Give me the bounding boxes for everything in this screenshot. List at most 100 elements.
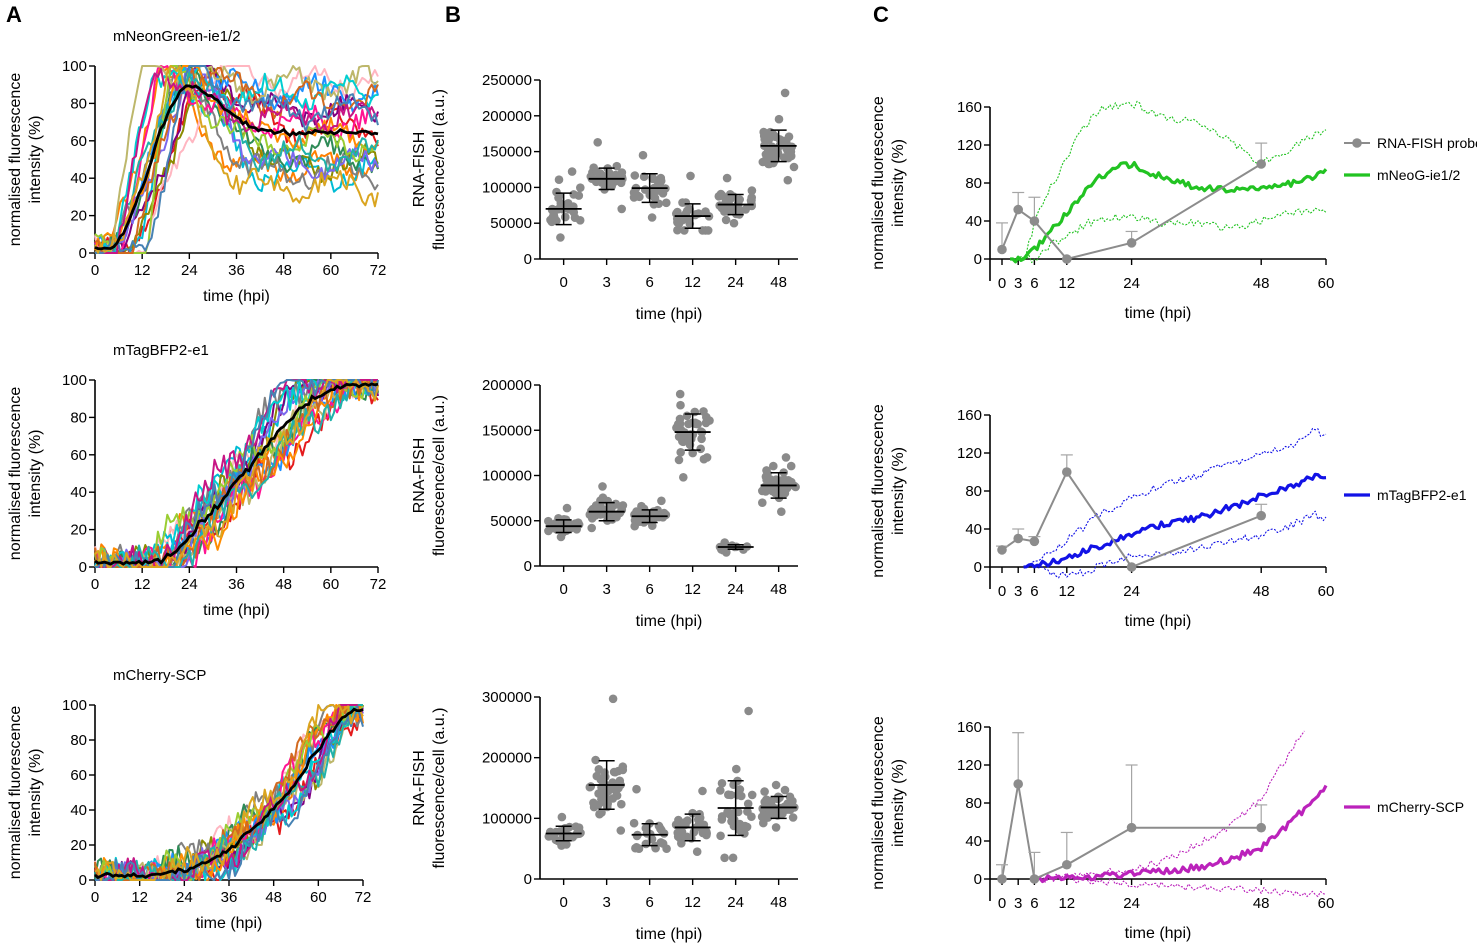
chart-c2-ytick-label: 40 xyxy=(965,521,982,538)
chart-b1-data-point xyxy=(612,161,622,171)
chart-a2-ylabel-line: normalised fluorescence xyxy=(7,387,24,561)
chart-b2-data-point xyxy=(674,455,684,465)
chart-b1-data-point xyxy=(686,171,695,181)
chart-a3-mean-trace xyxy=(94,707,364,880)
chart-c1-fish-point xyxy=(997,244,1007,255)
chart-b2-ylabel: RNA-FISH fluorescence/cell (a.u.) xyxy=(411,395,448,556)
chart-b3-data-point xyxy=(758,804,767,813)
chart-b1-data-point xyxy=(774,114,784,124)
chart-b1-data-point xyxy=(654,199,663,208)
chart-b2-data-point xyxy=(684,435,693,445)
chart-b3-ytick-label: 200000 xyxy=(482,750,532,767)
chart-a1-mean-trace xyxy=(94,84,379,251)
chart-b2-xlabel: time (hpi) xyxy=(636,613,703,630)
chart-a3-xtick-label: 48 xyxy=(265,889,282,906)
chart-c2-fish-point xyxy=(1126,562,1137,572)
chart-b2-ytick-label: 50000 xyxy=(490,513,532,530)
chart-b1-data-point xyxy=(741,205,750,214)
chart-b1-data-point xyxy=(639,172,649,181)
chart-b2-data-point xyxy=(767,482,777,492)
chart-a1-ytick-label: 0 xyxy=(79,245,87,262)
chart-b1-data-point xyxy=(616,170,625,179)
chart-a2-ytick-label: 0 xyxy=(79,559,87,576)
chart-b1-data-point xyxy=(662,198,671,208)
chart-b2-data-point xyxy=(781,453,791,462)
chart-c2-xtick-label: 24 xyxy=(1123,583,1140,600)
chart-c2-fish-point xyxy=(1029,536,1040,547)
chart-b1-xtick-label: 0 xyxy=(559,274,567,291)
chart-b3-data-point xyxy=(616,826,626,835)
chart-c1-xtick-label: 6 xyxy=(1030,275,1038,292)
chart-b2-data-point xyxy=(657,496,666,506)
chart-b3-ylabel: RNA-FISH fluorescence/cell (a.u.) xyxy=(411,708,448,869)
chart-a1-xtick-label: 12 xyxy=(134,262,151,279)
chart-b3-data-point xyxy=(732,764,741,774)
chart-b2-data-point xyxy=(769,461,778,471)
chart-b1-data-point xyxy=(780,88,790,98)
chart-b1-data-point xyxy=(747,186,757,195)
chart-c1-ytick-label: 0 xyxy=(974,251,982,268)
chart-c3-xtick-label: 3 xyxy=(1014,895,1022,912)
chart-b3-ytick-label: 0 xyxy=(524,871,532,888)
chart-c3-ytick-label: 120 xyxy=(957,757,982,774)
chart-b2-data-point xyxy=(617,503,626,512)
chart-b2-data-point xyxy=(696,444,705,454)
chart-a1-ylabel-line: intensity (%) xyxy=(27,115,44,203)
chart-b1-data-point xyxy=(775,135,785,144)
chart-b2-xtick-label: 24 xyxy=(727,581,744,598)
chart-b3-data-point xyxy=(716,831,725,841)
chart-b3-data-point xyxy=(617,799,626,809)
chart-c1-ylabel-line: normalised fluorescence xyxy=(870,96,887,270)
chart-c2-xtick-label: 12 xyxy=(1058,583,1075,600)
chart-a1-xlabel: time (hpi) xyxy=(203,288,270,305)
chart-b3-data-point xyxy=(735,826,745,835)
chart-a1-xtick-label: 24 xyxy=(181,262,198,279)
chart-c1-xtick-label: 48 xyxy=(1253,275,1270,292)
chart-b1-data-point xyxy=(721,215,731,225)
chart-c1-ytick-label: 40 xyxy=(965,213,982,230)
chart-a2-xtick-label: 48 xyxy=(275,576,292,593)
chart-c3-fish-point xyxy=(997,874,1007,884)
chart-a1-xtick-label: 48 xyxy=(275,262,292,279)
chart-b1-ylabel-line: RNA-FISH xyxy=(411,132,428,208)
chart-c2-legend-reporter-label: mTagBFP2-e1 xyxy=(1377,487,1467,503)
chart-b1-data-point xyxy=(681,198,691,207)
chart-b2-xtick-label: 3 xyxy=(602,581,610,598)
chart-a1-trace xyxy=(94,65,379,254)
chart-b3-ylabel-line: fluorescence/cell (a.u.) xyxy=(431,708,448,869)
chart-b1-data-point xyxy=(635,192,644,202)
chart-b1-ytick-label: 250000 xyxy=(482,72,532,89)
chart-b2-data-point xyxy=(697,434,706,444)
chart-a1-trace xyxy=(95,67,379,254)
chart-c2-fish-point xyxy=(997,545,1007,555)
chart-a1-trace xyxy=(95,68,379,254)
chart-c3-xtick-label: 24 xyxy=(1123,895,1140,912)
chart-b2-data-point xyxy=(544,526,553,536)
chart-b3-xtick-label: 48 xyxy=(770,894,787,911)
chart-a2-ytick-label: 20 xyxy=(70,522,87,539)
chart-c2-fish-point xyxy=(1256,510,1266,521)
chart-b3-data-point xyxy=(557,812,567,822)
chart-b1-data-point xyxy=(779,153,789,162)
chart-c2-xtick-label: 3 xyxy=(1014,583,1022,600)
chart-c1-legend-reporter-label: mNeoG-ie1/2 xyxy=(1377,167,1460,183)
chart-b2-xtick-label: 48 xyxy=(770,581,787,598)
chart-b1-xtick-label: 48 xyxy=(770,274,787,291)
chart-b1-data-point xyxy=(567,167,577,176)
chart-b2-data-point xyxy=(690,407,700,417)
chart-b3-data-point xyxy=(780,785,790,795)
chart-b2-data-point xyxy=(791,482,800,492)
chart-b3-ytick-label: 300000 xyxy=(482,689,532,706)
chart-b3-data-point xyxy=(574,823,584,832)
chart-c1-ylabel: normalised fluorescence intensity (%) xyxy=(870,96,907,270)
chart-b2-ytick-label: 0 xyxy=(524,558,532,575)
chart-b3-data-point xyxy=(743,807,752,816)
chart-a2-ylabel-line: intensity (%) xyxy=(27,429,44,517)
chart-b2-data-point xyxy=(722,543,731,553)
chart-b3-data-point xyxy=(720,853,729,863)
chart-b1-data-point xyxy=(703,226,713,235)
chart-a2-mean-trace xyxy=(94,382,379,567)
chart-b1-data-point xyxy=(617,204,626,214)
chart-a1-trace xyxy=(94,67,379,254)
